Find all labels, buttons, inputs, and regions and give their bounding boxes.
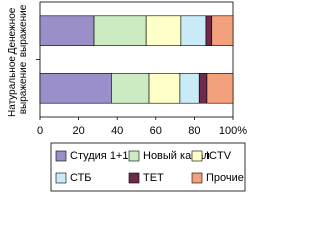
legend-swatch: [128, 150, 140, 162]
bar-segment: [206, 73, 234, 104]
legend-label: Студия 1+1: [70, 150, 128, 162]
legend-label: ICTV: [206, 150, 232, 162]
legend-box: [50, 142, 246, 192]
x-tick-label: 100%: [219, 125, 247, 137]
legend-label: СТБ: [70, 172, 92, 184]
legend-label: Прочие: [206, 172, 244, 184]
legend-swatch: [191, 172, 203, 184]
chart: 0 20 40 60 80 100%Студия 1+1 Новый каналICTVСТ…: [36, 1, 247, 192]
bar-segment: [211, 15, 234, 46]
bar-segment: [198, 73, 208, 104]
page: 0 20 40 60 80 100% Студия 1+1 Новый канал ICTV СТ…: [7, 1, 247, 192]
x-tick-label: 60: [150, 125, 162, 137]
bar-segment: [39, 73, 112, 104]
y-tick-label: Натуральное выражение: [7, 56, 29, 118]
bar-segment: [205, 15, 213, 46]
legend-swatch: [55, 150, 67, 162]
bar-segment: [93, 15, 147, 46]
legend-label: ТЕТ: [143, 172, 164, 184]
legend-swatch: [55, 172, 67, 184]
bar-segment: [39, 15, 95, 46]
bar-segment: [148, 73, 181, 104]
bar-segment: [179, 73, 200, 104]
bar-segment: [145, 15, 182, 46]
bar-segment: [111, 73, 150, 104]
legend-swatch: [128, 172, 140, 184]
x-tick-label: 40: [111, 125, 123, 137]
x-tick-label: 80: [188, 125, 200, 137]
legend-swatch: [191, 150, 203, 162]
y-tick-label: Денежное выражение: [7, 4, 29, 58]
x-tick-label: 0: [37, 125, 43, 137]
x-tick-label: 20: [72, 125, 84, 137]
bar-segment: [180, 15, 207, 46]
